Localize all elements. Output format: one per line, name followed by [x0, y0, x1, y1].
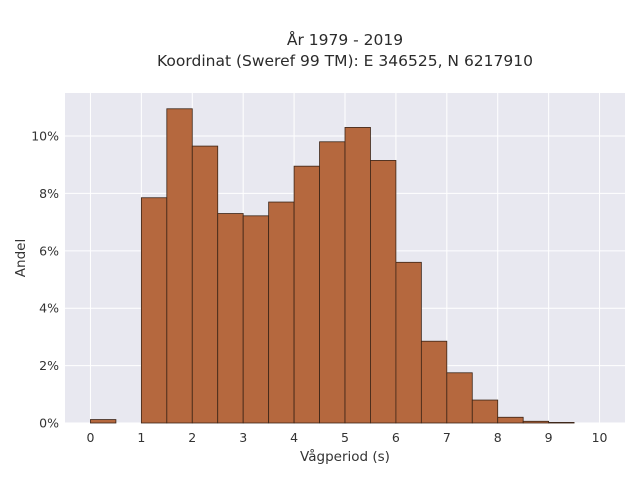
chart-title-line2: Koordinat (Sweref 99 TM): E 346525, N 62… — [157, 52, 533, 70]
histogram-bar — [166, 108, 193, 424]
x-tick-label: 1 — [137, 430, 145, 445]
histogram-bar — [319, 141, 346, 424]
x-tick-label: 3 — [239, 430, 247, 445]
y-tick-label: 2% — [39, 358, 59, 373]
y-tick-label: 4% — [39, 301, 59, 316]
histogram-bar — [420, 340, 448, 424]
histogram-bar — [90, 419, 117, 424]
histogram-bar — [140, 197, 168, 424]
histogram-bar — [242, 215, 270, 424]
x-tick-label: 2 — [188, 430, 196, 445]
x-tick-label: 7 — [443, 430, 451, 445]
histogram-bar — [395, 261, 422, 424]
x-tick-label: 6 — [392, 430, 400, 445]
histogram-bar — [497, 416, 524, 424]
x-tick-label: 5 — [341, 430, 349, 445]
histogram-bar — [344, 127, 371, 424]
y-tick-label: 0% — [39, 416, 59, 431]
histogram-bar — [446, 372, 473, 424]
histogram-bar — [217, 213, 244, 424]
x-tick-label: 4 — [290, 430, 298, 445]
chart-title-line1: År 1979 - 2019 — [287, 30, 403, 49]
x-tick-label: 0 — [86, 430, 94, 445]
histogram-bar — [293, 165, 320, 424]
histogram-bar — [522, 420, 550, 424]
y-tick-label: 8% — [39, 186, 59, 201]
y-tick-label: 10% — [31, 129, 59, 144]
histogram-bar — [471, 399, 499, 424]
histogram-bar — [370, 160, 397, 424]
x-tick-label: 10 — [592, 430, 608, 445]
x-tick-label: 9 — [545, 430, 553, 445]
x-axis-ticks: 0 1 2 3 4 5 6 7 8 9 10 — [86, 430, 607, 445]
y-tick-label: 6% — [39, 243, 59, 258]
histogram-bar — [191, 145, 219, 424]
y-axis-label: Andel — [13, 239, 29, 277]
y-axis-ticks: 0% 2% 4% 6% 8% 10% — [31, 129, 59, 431]
x-axis-label: Vågperiod (s) — [300, 448, 390, 465]
histogram-bar — [268, 201, 295, 424]
histogram-bar — [548, 422, 575, 424]
bars — [90, 108, 575, 424]
x-tick-label: 8 — [494, 430, 502, 445]
